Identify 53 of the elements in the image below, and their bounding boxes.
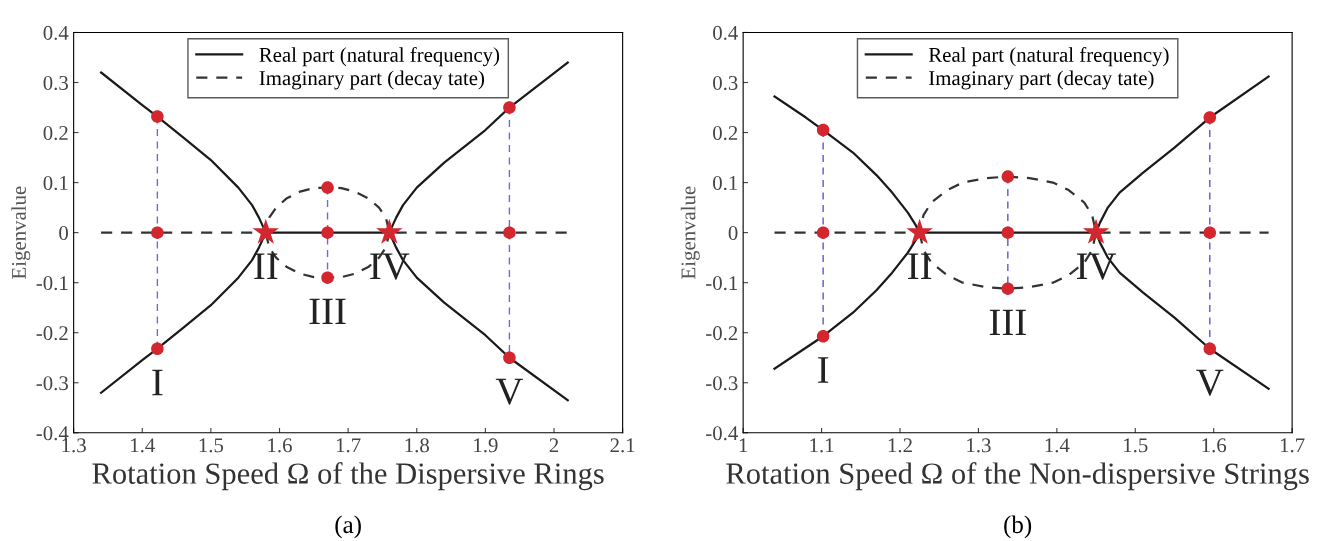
y-tick-label: 0: [728, 226, 738, 241]
x-tick-label: 1.8: [405, 438, 429, 453]
text: (a): [335, 515, 361, 539]
annotation: I: [818, 357, 829, 383]
x-tick-label: 1.7: [1280, 438, 1305, 453]
x-axis-title: Rotation Speed Ω of the Dispersive Rings: [92, 462, 604, 491]
x-tick-label: 1.4: [1045, 438, 1070, 453]
y-axis-title: Eigenvalue: [11, 186, 31, 279]
y-tick-label: 0.3: [43, 75, 68, 91]
y-tick-label: -0.2: [36, 326, 68, 341]
text: (b): [1004, 515, 1032, 539]
x-tick-label: 2.1: [610, 438, 635, 453]
x-tick-label: 1: [739, 438, 748, 453]
x-tick-label: 1.6: [268, 438, 292, 453]
y-tick-label: -0.4: [706, 426, 738, 441]
x-tick-label: 1.3: [967, 438, 991, 453]
x-tick-label: 1.2: [888, 438, 912, 453]
y-tick-label: 0.1: [713, 175, 738, 191]
annotation: IV: [1076, 253, 1117, 280]
y-tick-label: 0: [59, 226, 68, 241]
annotation: I: [152, 369, 163, 396]
x-tick-label: 1.6: [1202, 438, 1227, 453]
y-tick-label: -0.1: [36, 276, 68, 291]
annotation: III: [309, 298, 346, 325]
y-axis-title: Eigenvalue: [680, 186, 700, 279]
x-tick-label: 1.1: [810, 438, 834, 453]
annotation: II: [254, 253, 278, 280]
legend-label: Imaginary part (decay tate): [929, 70, 1154, 90]
y-tick-label: -0.1: [706, 276, 738, 291]
legend-label: Real part (natural frequency): [259, 47, 500, 67]
x-tick-label: 1.7: [336, 438, 361, 453]
y-tick-label: 0.3: [713, 75, 738, 91]
y-tick-label: -0.3: [36, 376, 68, 391]
y-tick-label: -0.2: [706, 326, 738, 341]
y-tick-label: -0.3: [706, 376, 738, 391]
x-tick-label: 1.5: [1124, 438, 1148, 453]
legend-label: Imaginary part (decay tate): [259, 70, 485, 90]
annotation: V: [495, 378, 524, 405]
y-tick-label: 0.4: [713, 25, 738, 40]
x-tick-label: 2: [549, 438, 559, 453]
annotation: IV: [370, 253, 410, 280]
y-tick-label: 0.2: [713, 125, 738, 141]
annotation: III: [989, 309, 1026, 336]
x-axis-title: Rotation Speed Ω of the Non-dispersive Strings: [726, 462, 1309, 491]
legend-label: Real part (natural frequency): [928, 47, 1169, 67]
y-tick-label: 0.1: [43, 175, 68, 191]
annotation: V: [1196, 369, 1224, 396]
annotation: II: [908, 253, 932, 280]
y-tick-label: 0.2: [43, 125, 68, 141]
x-tick-label: 1.9: [474, 438, 498, 453]
y-tick-label: 0.4: [43, 25, 69, 40]
x-tick-label: 1.4: [131, 438, 155, 453]
x-tick-label: 1.5: [199, 438, 224, 453]
